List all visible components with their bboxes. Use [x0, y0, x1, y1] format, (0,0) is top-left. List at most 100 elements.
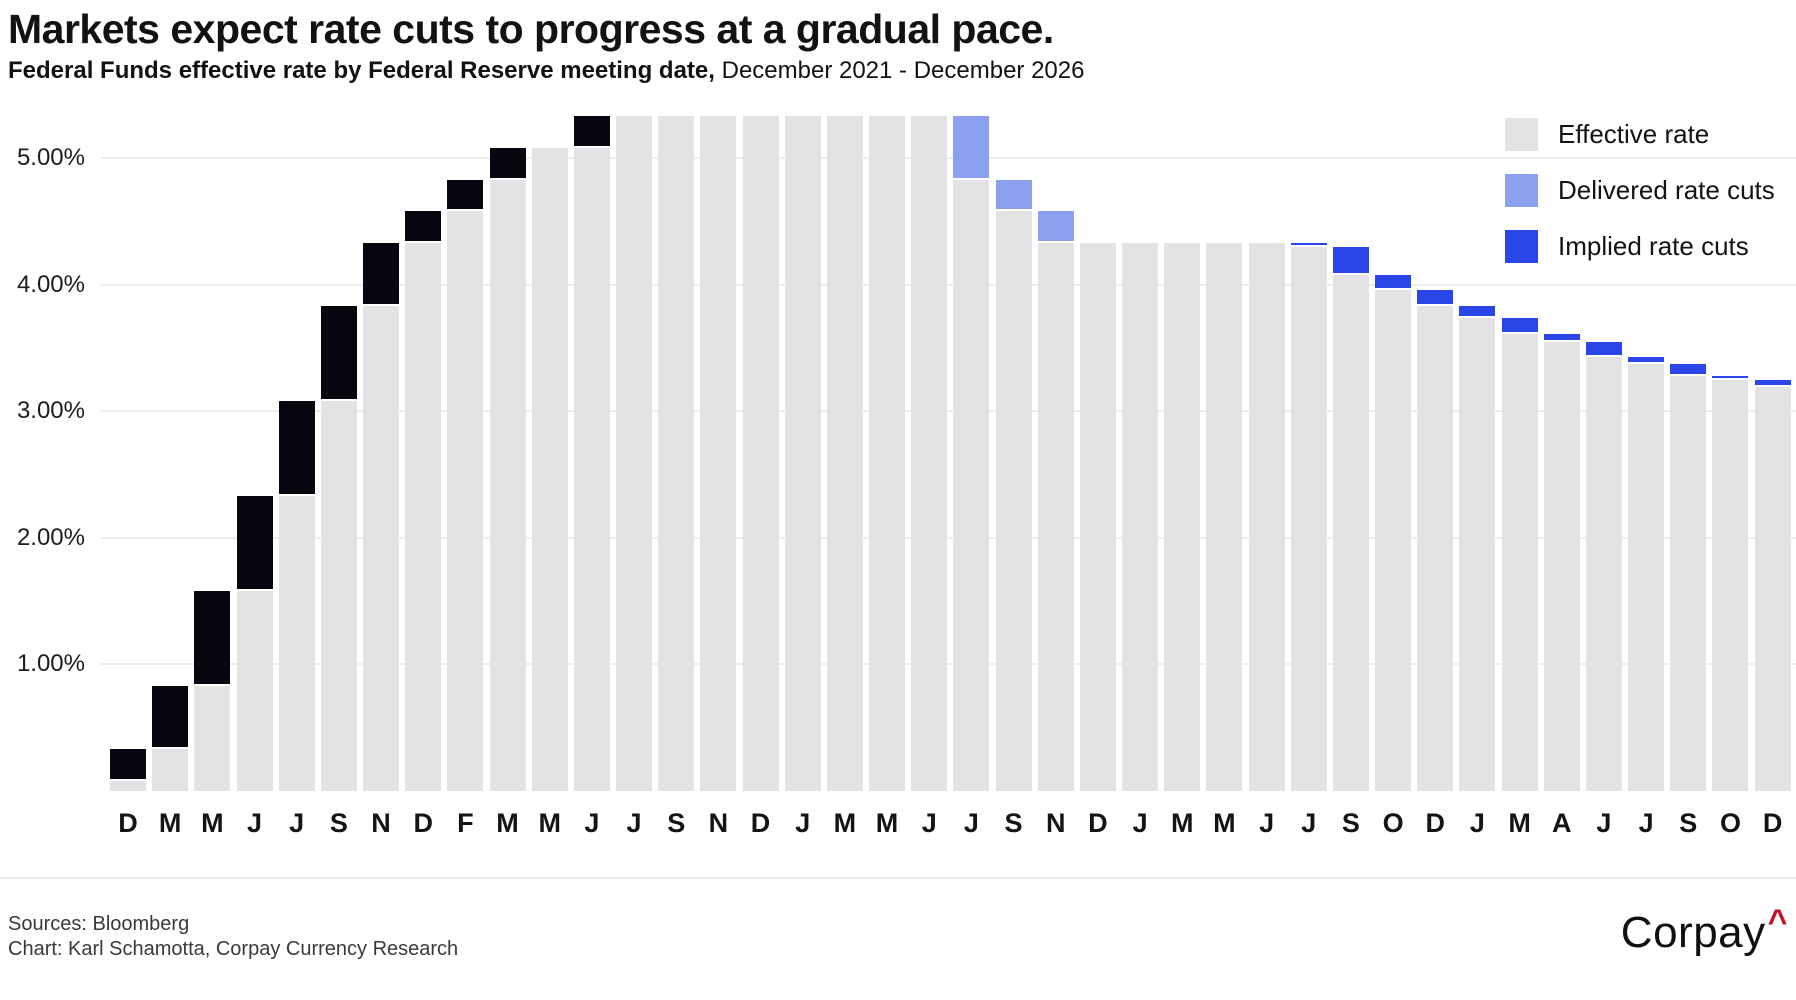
- bar-effective-rate-24-D: [1079, 242, 1116, 791]
- y-axis-tick-label: 3.00%: [16, 397, 85, 425]
- chart-credit-line: Chart: Karl Schamotta, Corpay Currency R…: [8, 938, 459, 960]
- bar-segment-cut-implied-38-S: [1670, 364, 1707, 376]
- x-axis-tick-label-29: J: [1301, 808, 1317, 838]
- bar-segment-hike-1-D: [110, 748, 146, 781]
- bar-segment-cut-implied-29-J: [1290, 242, 1327, 247]
- x-axis-tick-label-24: D: [1088, 808, 1108, 838]
- x-axis-tick-label-3: M: [201, 808, 224, 838]
- x-axis-tick-label-30: S: [1341, 808, 1360, 838]
- bar-effective-rate-39-O: [1712, 379, 1749, 791]
- bar-segment-hike-3-M: [194, 590, 231, 686]
- x-axis-tick-label-27: M: [1213, 808, 1236, 838]
- x-axis-tick-label-11: M: [538, 808, 561, 838]
- bar-effective-rate-14-S: [658, 116, 695, 791]
- x-axis-tick-label-39: O: [1719, 808, 1741, 838]
- bar-segment-cut-delivered-23-N: [1037, 211, 1074, 243]
- bar-effective-rate-3-M: [194, 685, 231, 791]
- x-axis-tick-label-4: J: [246, 808, 263, 838]
- subtitle-bold-text: Federal Funds effective rate by Federal …: [8, 57, 715, 84]
- corpay-logo-text: Corpay: [1620, 908, 1766, 957]
- x-axis-tick-label-28: J: [1259, 808, 1275, 838]
- bar-effective-rate-21-J: [953, 179, 990, 791]
- bar-effective-rate-34-M: [1501, 334, 1538, 791]
- y-axis-tick-label: 4.00%: [16, 270, 85, 298]
- bar-effective-rate-40-D: [1754, 387, 1791, 791]
- bar-segment-cut-delivered-21-J: [953, 116, 990, 180]
- bar-effective-rate-28-J: [1248, 242, 1285, 791]
- x-axis-tick-label-23: N: [1045, 808, 1066, 838]
- x-axis-tick-label-8: D: [413, 808, 433, 838]
- x-axis-tick-label-2: M: [158, 808, 182, 838]
- legend-swatch-implied: [1505, 230, 1538, 263]
- subtitle-date-range: December 2021 - December 2026: [714, 57, 1085, 84]
- bar-segment-cut-implied-40-D: [1754, 379, 1791, 388]
- bar-segment-hike-9-F: [447, 179, 484, 212]
- legend-label-implied: Implied rate cuts: [1558, 231, 1749, 261]
- bar-effective-rate-5-J: [278, 495, 315, 791]
- bar-segment-cut-implied-33-J: [1459, 306, 1496, 318]
- bar-segment-cut-implied-37-J: [1628, 356, 1665, 365]
- bar-segment-cut-delivered-22-S: [995, 179, 1032, 212]
- bar-effective-rate-30-S: [1332, 274, 1369, 791]
- gridline-4.00%: [100, 283, 1796, 286]
- gridline-3.00%: [100, 410, 1796, 413]
- bar-effective-rate-22-S: [995, 211, 1032, 791]
- bar-effective-rate-11-M: [531, 148, 568, 791]
- x-axis-tick-label-32: D: [1425, 808, 1446, 838]
- bar-effective-rate-35-A: [1543, 341, 1580, 791]
- bar-effective-rate-15-N: [700, 116, 737, 791]
- bar-effective-rate-18-M: [826, 116, 863, 791]
- bar-segment-hike-8-D: [405, 211, 442, 243]
- legend-row-implied: Implied rate cuts: [1505, 230, 1796, 263]
- bar-effective-rate-37-J: [1628, 364, 1665, 791]
- x-axis-tick-label-31: O: [1382, 808, 1404, 838]
- legend-label-effective: Effective rate: [1558, 119, 1710, 149]
- x-axis-tick-label-19: M: [875, 808, 899, 838]
- x-axis-tick-label-13: J: [626, 808, 642, 838]
- x-axis-tick-label-26: M: [1171, 808, 1194, 838]
- bar-segment-hike-4-J: [236, 495, 273, 591]
- y-axis-tick-label: 1.00%: [16, 650, 85, 678]
- legend-row-delivered: Delivered rate cuts: [1505, 174, 1796, 207]
- legend-swatch-effective: [1505, 118, 1538, 151]
- bar-effective-rate-20-J: [911, 116, 948, 791]
- x-axis-tick-label-25: J: [1132, 808, 1148, 838]
- bar-effective-rate-9-F: [447, 211, 484, 791]
- bar-effective-rate-25-J: [1122, 242, 1159, 791]
- x-axis-tick-label-9: F: [457, 808, 474, 838]
- bar-effective-rate-27-M: [1206, 242, 1243, 791]
- bar-effective-rate-23-N: [1037, 242, 1074, 791]
- x-axis-tick-label-15: N: [708, 808, 729, 838]
- x-axis-tick-label-33: J: [1469, 808, 1485, 838]
- legend-label-delivered: Delivered rate cuts: [1558, 175, 1775, 205]
- bar-segment-hike-10-M: [489, 148, 526, 180]
- legend-row-effective: Effective rate: [1505, 118, 1796, 151]
- x-axis-tick-label-34: M: [1508, 808, 1531, 838]
- bar-segment-hike-6-S: [320, 306, 357, 402]
- corpay-caret-icon: ^: [1767, 903, 1788, 941]
- x-axis-tick-label-12: J: [584, 808, 600, 838]
- bar-segment-cut-implied-34-M: [1501, 317, 1538, 335]
- bar-segment-cut-implied-32-D: [1417, 289, 1454, 307]
- bar-effective-rate-10-M: [489, 179, 526, 791]
- x-axis-tick-label-18: M: [833, 808, 857, 838]
- bar-effective-rate-36-J: [1585, 356, 1622, 791]
- bar-segment-hike-7-N: [363, 242, 400, 307]
- x-axis-tick-label-21: J: [963, 808, 979, 838]
- footer-divider: [0, 877, 1796, 879]
- bar-segment-hike-2-M: [152, 685, 189, 749]
- bar-effective-rate-6-S: [320, 401, 357, 791]
- bar-effective-rate-29-J: [1290, 246, 1327, 791]
- x-axis-tick-label-20: J: [921, 808, 937, 838]
- y-axis-tick-label: 2.00%: [16, 523, 85, 551]
- legend-swatch-delivered: [1505, 174, 1538, 207]
- bar-segment-cut-implied-39-O: [1712, 375, 1749, 380]
- bar-effective-rate-33-J: [1459, 317, 1496, 791]
- bar-segment-cut-implied-36-J: [1585, 341, 1622, 357]
- x-axis-tick-label-36: J: [1596, 808, 1612, 838]
- bar-effective-rate-32-D: [1417, 306, 1454, 791]
- x-axis-tick-label-10: M: [496, 808, 519, 838]
- bar-segment-cut-implied-31-O: [1375, 274, 1412, 290]
- bar-effective-rate-13-J: [616, 116, 653, 791]
